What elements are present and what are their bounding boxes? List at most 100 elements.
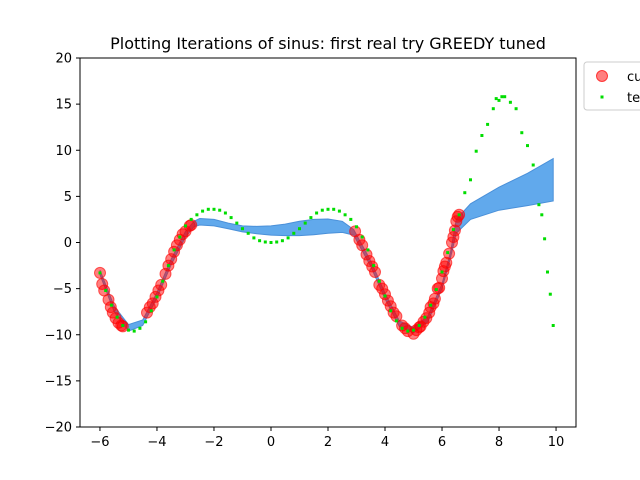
y-tick-label-5: 5 — [64, 190, 72, 205]
point-te-58 — [429, 303, 433, 307]
series-cu — [94, 208, 466, 340]
legend-marker-cu — [596, 70, 608, 82]
point-te-56 — [417, 324, 421, 327]
y-tick-label-4: 0 — [64, 236, 72, 251]
y-tick-label-2: −10 — [45, 328, 72, 343]
chart-title: Plotting Iterations of sinus: first real… — [110, 34, 546, 53]
point-te-51 — [389, 309, 393, 313]
point-te-75 — [514, 107, 518, 111]
point-te-35 — [298, 227, 301, 231]
point-te-48 — [372, 264, 376, 268]
point-te-77 — [526, 144, 529, 148]
x-tick-label-4: 2 — [324, 435, 332, 450]
point-te-49 — [377, 279, 381, 283]
point-te-29 — [263, 240, 267, 244]
x-tick-label-7: 8 — [495, 435, 503, 450]
point-te-59 — [434, 288, 438, 291]
point-te-7 — [138, 326, 142, 330]
point-te-10 — [155, 295, 159, 299]
point-te-57 — [423, 315, 427, 319]
point-te-76 — [520, 131, 524, 135]
point-te-66 — [474, 149, 478, 153]
series-layer — [94, 95, 555, 340]
point-te-41 — [332, 207, 336, 211]
x-tick-label-6: 6 — [438, 435, 446, 450]
point-te-30 — [269, 241, 273, 244]
y-tick-label-0: −20 — [45, 421, 72, 436]
point-te-61 — [446, 251, 450, 255]
confidence-band-layer — [99, 157, 554, 334]
point-te-79 — [537, 203, 541, 207]
point-te-32 — [280, 239, 284, 243]
point-cu-52 — [428, 292, 441, 305]
point-te-28 — [258, 239, 262, 243]
point-te-63 — [457, 213, 461, 217]
point-te-20 — [212, 207, 216, 211]
point-te-3 — [115, 315, 119, 319]
point-te-0 — [98, 271, 102, 275]
point-te-50 — [383, 294, 387, 298]
point-te-70 — [494, 97, 498, 101]
point-te-83 — [548, 292, 552, 296]
point-te-55 — [412, 328, 415, 332]
point-cu-25 — [185, 219, 198, 231]
point-te-54 — [406, 329, 410, 333]
x-tick-label-1: −4 — [147, 435, 166, 450]
point-te-5 — [127, 328, 130, 332]
x-tick-label-3: 0 — [267, 435, 275, 450]
point-te-78 — [531, 163, 535, 167]
y-axis: −20 −15 −10 −5 0 5 10 15 20 — [45, 52, 80, 436]
point-te-68 — [486, 122, 490, 126]
confidence-band — [99, 157, 554, 334]
legend-label-cu: cu — [627, 70, 640, 85]
point-te-18 — [201, 209, 205, 213]
y-tick-label-6: 10 — [55, 144, 72, 159]
point-te-19 — [206, 207, 210, 211]
series-te — [98, 95, 555, 333]
point-te-62 — [451, 228, 455, 232]
x-tick-label-0: −6 — [90, 435, 109, 450]
point-te-80 — [540, 213, 544, 217]
point-te-69 — [491, 107, 495, 111]
point-te-65 — [469, 178, 472, 182]
point-te-2 — [109, 303, 113, 307]
y-tick-label-3: −5 — [53, 282, 72, 297]
point-te-4 — [121, 324, 125, 327]
point-te-16 — [189, 217, 193, 221]
point-te-37 — [309, 216, 313, 220]
point-te-46 — [360, 235, 364, 239]
point-te-14 — [178, 235, 182, 239]
point-te-21 — [218, 208, 222, 212]
point-te-72 — [500, 95, 504, 99]
point-te-42 — [337, 209, 341, 213]
point-te-26 — [246, 231, 250, 235]
point-te-64 — [463, 191, 467, 195]
point-te-38 — [315, 211, 319, 215]
point-te-17 — [195, 213, 199, 217]
point-te-44 — [349, 217, 353, 221]
point-cu-32 — [369, 266, 381, 278]
point-te-67 — [480, 134, 484, 137]
point-te-6 — [132, 329, 136, 333]
point-te-27 — [252, 236, 256, 240]
y-tick-label-7: 15 — [55, 98, 72, 113]
point-te-74 — [508, 100, 512, 104]
point-te-60 — [440, 270, 444, 274]
point-te-12 — [166, 264, 170, 268]
point-te-24 — [235, 221, 239, 225]
point-te-1 — [104, 289, 108, 292]
point-te-33 — [286, 236, 290, 240]
point-te-71 — [497, 98, 501, 102]
point-te-31 — [275, 240, 279, 244]
point-te-11 — [161, 279, 165, 283]
point-te-9 — [149, 309, 153, 313]
point-te-47 — [366, 248, 370, 252]
point-te-52 — [394, 319, 398, 323]
x-tick-label-5: 4 — [381, 435, 389, 450]
x-tick-label-2: −2 — [204, 435, 223, 450]
point-te-73 — [503, 95, 507, 99]
point-te-8 — [144, 320, 148, 324]
point-te-53 — [400, 326, 404, 330]
point-te-43 — [343, 213, 347, 217]
